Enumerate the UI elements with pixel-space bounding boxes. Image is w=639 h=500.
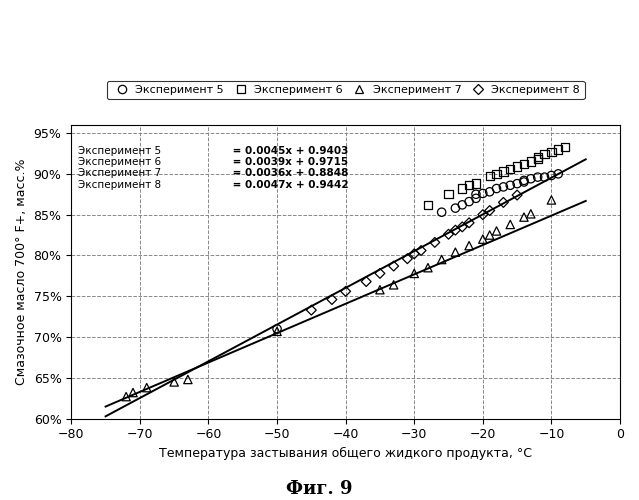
Point xyxy=(498,198,509,206)
Point xyxy=(443,190,454,198)
Point xyxy=(457,223,467,231)
Text: Эксперимент 8: Эксперимент 8 xyxy=(78,180,161,190)
Point xyxy=(478,235,488,243)
Point xyxy=(471,194,481,202)
Point xyxy=(553,170,564,178)
Point xyxy=(450,248,461,256)
Point xyxy=(484,172,495,180)
Point xyxy=(464,198,474,205)
Point xyxy=(519,160,529,168)
Point xyxy=(464,219,474,227)
Point xyxy=(532,155,543,163)
Point xyxy=(478,210,488,218)
Text: = 0.0045x + 0.9403: = 0.0045x + 0.9403 xyxy=(229,146,348,156)
Point xyxy=(546,172,557,179)
Text: = 0.0039x + 0.9715: = 0.0039x + 0.9715 xyxy=(229,157,348,167)
Point xyxy=(532,152,543,160)
Point xyxy=(389,262,399,270)
Point xyxy=(361,278,371,285)
Y-axis label: Смазочное масло 700° F+, масс.%: Смазочное масло 700° F+, масс.% xyxy=(15,158,28,385)
Point xyxy=(471,190,481,198)
Point xyxy=(498,168,509,175)
Point xyxy=(519,176,529,184)
Point xyxy=(409,270,419,278)
Point xyxy=(416,246,426,254)
Point xyxy=(512,180,522,188)
Point xyxy=(553,146,564,154)
Point xyxy=(512,162,522,170)
Point xyxy=(560,143,570,151)
Text: Эксперимент 7: Эксперимент 7 xyxy=(78,168,161,178)
Point xyxy=(539,150,550,158)
Point xyxy=(457,201,467,209)
Point xyxy=(498,183,509,191)
Point xyxy=(457,184,467,192)
Point xyxy=(443,230,454,238)
Point xyxy=(169,378,180,386)
Point xyxy=(546,148,557,156)
Point xyxy=(183,376,193,384)
Point xyxy=(341,288,351,296)
Point xyxy=(464,182,474,190)
Point xyxy=(403,254,413,262)
Point xyxy=(505,165,516,173)
Point xyxy=(526,158,536,166)
Point xyxy=(429,238,440,246)
Point xyxy=(505,182,516,190)
Text: = 0.0047x + 0.9442: = 0.0047x + 0.9442 xyxy=(229,180,349,190)
Point xyxy=(272,325,282,333)
Point xyxy=(409,250,419,258)
Point xyxy=(121,392,131,400)
Point xyxy=(526,210,536,218)
Point xyxy=(450,204,461,212)
Point xyxy=(375,270,385,278)
Point xyxy=(491,184,502,192)
Text: Эксперимент 5: Эксперимент 5 xyxy=(78,146,161,156)
Point xyxy=(512,191,522,199)
Point xyxy=(491,170,502,178)
Point xyxy=(450,226,461,234)
Point xyxy=(464,242,474,250)
Point xyxy=(491,227,502,235)
Text: Фиг. 9: Фиг. 9 xyxy=(286,480,353,498)
Legend: Эксперимент 5, Эксперимент 6, Эксперимент 7, Эксперимент 8: Эксперимент 5, Эксперимент 6, Эксперимен… xyxy=(107,80,585,100)
Point xyxy=(519,178,529,186)
Point xyxy=(306,306,316,314)
Point xyxy=(526,174,536,182)
Point xyxy=(484,206,495,214)
Text: Эксперимент 6: Эксперимент 6 xyxy=(78,157,161,167)
X-axis label: Температура застывания общего жидкого продукта, °C: Температура застывания общего жидкого пр… xyxy=(159,447,532,460)
Point xyxy=(532,173,543,181)
Point xyxy=(389,281,399,289)
Point xyxy=(478,190,488,198)
Point xyxy=(539,173,550,181)
Point xyxy=(436,256,447,264)
Point xyxy=(484,188,495,196)
Point xyxy=(436,208,447,216)
Point xyxy=(128,388,138,396)
Point xyxy=(423,264,433,272)
Point xyxy=(375,286,385,294)
Point xyxy=(423,201,433,209)
Point xyxy=(272,328,282,336)
Point xyxy=(484,231,495,239)
Point xyxy=(142,384,152,392)
Point xyxy=(471,180,481,188)
Point xyxy=(519,213,529,221)
Point xyxy=(546,196,557,204)
Point xyxy=(505,220,516,228)
Text: = 0.0036x + 0.8848: = 0.0036x + 0.8848 xyxy=(229,168,348,178)
Point xyxy=(327,296,337,304)
